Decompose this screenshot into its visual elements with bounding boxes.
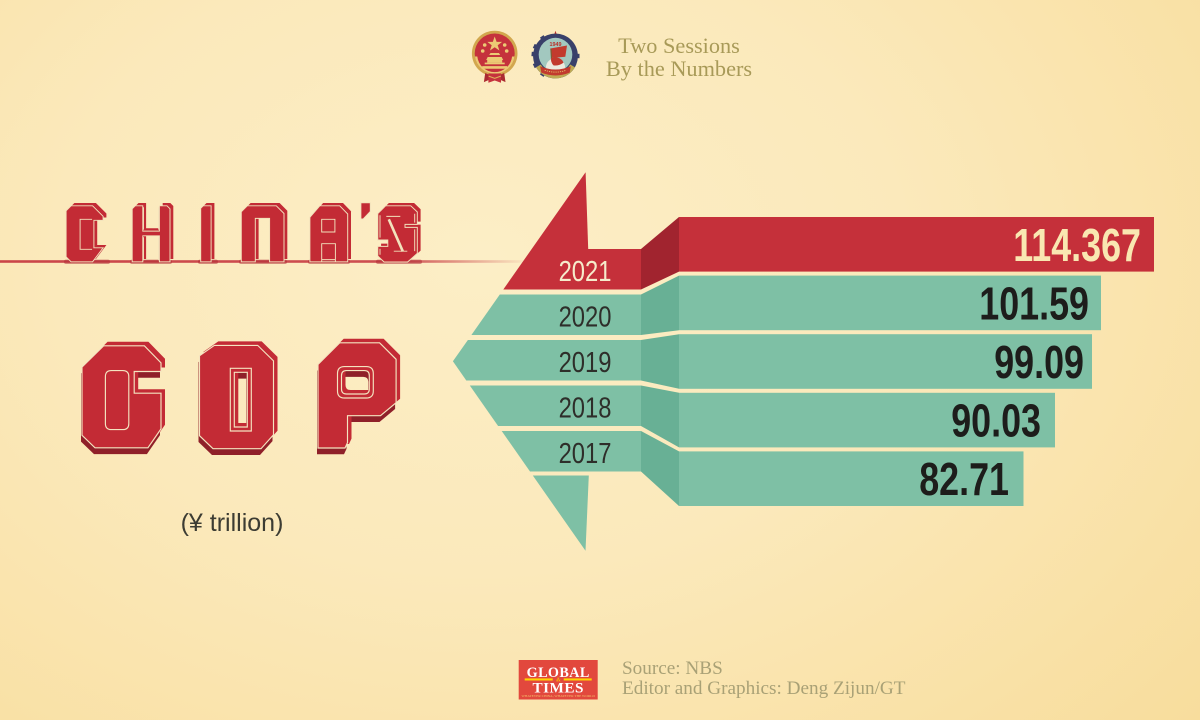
- svg-text:101.59: 101.59: [979, 278, 1089, 329]
- svg-text:2019: 2019: [559, 346, 612, 379]
- svg-text:99.09: 99.09: [994, 337, 1084, 388]
- svg-text:TIMES: TIMES: [532, 680, 583, 697]
- svg-text:Source: NBS: Source: NBS: [622, 658, 723, 679]
- svg-text:Two Sessions: Two Sessions: [618, 33, 740, 58]
- svg-text:(¥ trillion): (¥ trillion): [181, 509, 284, 537]
- svg-text:2021: 2021: [559, 255, 612, 288]
- svg-text:Editor and Graphics: Deng Ziju: Editor and Graphics: Deng Zijun/GT: [622, 678, 906, 699]
- svg-text:2017: 2017: [559, 437, 612, 470]
- svg-text:WHATEVER CHINA, WHATEVER THE W: WHATEVER CHINA, WHATEVER THE WORLD: [521, 694, 595, 699]
- svg-text:82.71: 82.71: [919, 454, 1009, 505]
- svg-text:By the Numbers: By the Numbers: [606, 56, 752, 81]
- svg-text:GLOBAL: GLOBAL: [527, 665, 590, 681]
- svg-text:2018: 2018: [559, 391, 612, 424]
- svg-text:114.367: 114.367: [1013, 220, 1141, 271]
- svg-text:2020: 2020: [559, 300, 612, 333]
- svg-text:90.03: 90.03: [951, 395, 1041, 446]
- svg-text:1949: 1949: [550, 42, 562, 48]
- svg-text:⁂: ⁂: [556, 677, 561, 682]
